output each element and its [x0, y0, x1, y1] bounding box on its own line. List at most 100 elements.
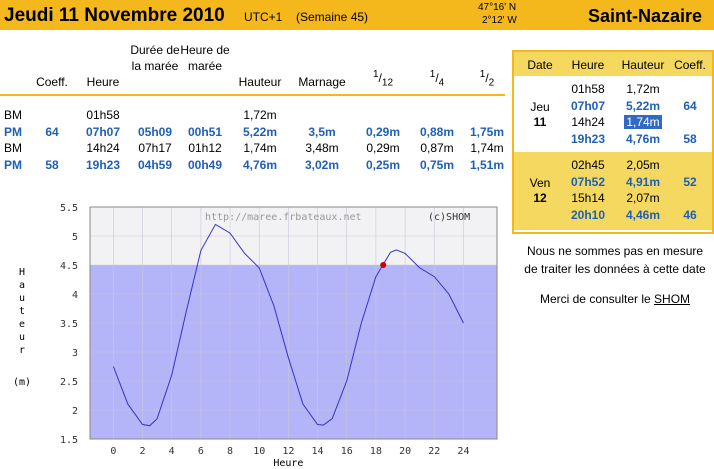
x-tick-label: 20 [399, 446, 411, 457]
x-tick-label: 24 [457, 446, 469, 457]
x-tick-label: 2 [140, 446, 146, 457]
x-axis-label: Heure [273, 458, 303, 469]
y-tick-label: 4.5 [60, 261, 78, 272]
side-heure: 01h58 [571, 82, 605, 96]
message: Nous ne sommes pas en mesure [526, 244, 704, 258]
cell-quart: 0,87m [420, 141, 454, 155]
plot-border [89, 206, 498, 440]
message-line: Merci de consulter le SHOM [516, 292, 714, 306]
cell-quart: 0,75m [419, 157, 455, 172]
tide-chart: 1.522.533.544.555.50 2 4 6 8 10 12 14 16 18 20 22 24… [13, 203, 498, 469]
cell-duree: 05h09 [137, 124, 173, 139]
tide-type: PM [4, 124, 22, 139]
now-marker [380, 262, 387, 268]
fraction-sep: / [378, 71, 382, 85]
cell-coeff: 58 [45, 157, 59, 172]
y-tick-label: 4 [72, 290, 78, 301]
column-header: Durée de la marée [130, 43, 180, 73]
y-unit: (m) [13, 377, 31, 388]
side-coeff: 52 [683, 174, 697, 189]
side-coeff: 46 [683, 207, 697, 222]
cell-duree: 04h59 [137, 157, 173, 172]
day: Ven [529, 176, 551, 190]
side-hauteur: 4,76m [625, 131, 661, 146]
column-header: Coeff. [36, 75, 68, 89]
cell-demi: 1,51m [469, 157, 505, 172]
cell-demi: 1,75m [469, 124, 505, 139]
y-tick-label: 1.5 [60, 435, 78, 446]
side-heure: 15h14 [571, 191, 605, 205]
side-heure: 07h07 [570, 98, 606, 113]
cell-marnage: 3,5m [308, 124, 336, 139]
column-header: Heure de marée [180, 43, 230, 73]
cell-hauteur: 1,74m [243, 141, 277, 155]
watermark: http://maree.frbateaux.net [205, 212, 362, 223]
cell-demi: 1,74m [470, 141, 504, 155]
side-heure: 19h23 [570, 131, 606, 146]
fraction-sep: / [485, 71, 489, 85]
credit: (c)SHOM [428, 212, 470, 223]
fraction-num: 1 [479, 69, 486, 80]
title: Jeudi 11 Novembre 2010 [4, 5, 225, 26]
side-header-bg [514, 52, 712, 76]
fraction-den: 2 [488, 77, 495, 89]
side-hauteur: 5,22m [625, 98, 661, 113]
y-tick-label: 3.5 [60, 319, 78, 330]
table-rule [0, 94, 505, 96]
cell-hauteur: 5,22m [242, 124, 278, 139]
x-tick-label: 16 [341, 446, 353, 457]
fraction-den: 12 [381, 77, 394, 89]
side-header: Coeff. [674, 58, 706, 72]
side-heure: 07h52 [570, 174, 606, 189]
side-header: Heure [571, 58, 605, 72]
x-tick-label: 22 [428, 446, 440, 457]
tide-type: BM [4, 141, 22, 155]
x-tick-label: 4 [169, 446, 175, 457]
fraction-num: 1 [372, 69, 379, 80]
date: 12 [533, 191, 547, 205]
place: Saint-Nazaire [588, 6, 703, 26]
header-fraction: 1/12 [353, 68, 413, 90]
side-coeff: 64 [683, 98, 697, 113]
y-tick-label: 5 [72, 232, 78, 243]
side-hauteur: 4,91m [625, 174, 661, 189]
message: de traiter les données à cette date [524, 262, 706, 276]
cell-quart: 0,88m [419, 124, 455, 139]
y-tick-label: 2.5 [60, 377, 78, 388]
cell-douzieme: 0,25m [365, 157, 401, 172]
week: (Semaine 45) [296, 10, 369, 24]
cell-marnage: 3,48m [305, 141, 339, 155]
x-tick-label: 10 [253, 446, 265, 457]
message: Merci de consulter le [539, 292, 651, 306]
cell-douzieme: 0,29m [366, 141, 400, 155]
header-fraction: 1/4 [407, 68, 467, 90]
x-tick-label: 8 [227, 446, 233, 457]
y-tick-label: 2 [72, 406, 78, 417]
day-bg [514, 152, 712, 230]
column-header: Marnage [298, 75, 346, 89]
column-header: Heure [86, 75, 120, 89]
side-heure: 14h24 [571, 115, 605, 129]
cell-coeff: 64 [45, 124, 59, 139]
shom-link[interactable]: SHOM [654, 292, 691, 306]
date: 11 [533, 115, 547, 129]
cell-heure-maree: 01h12 [188, 141, 222, 155]
side-hauteur: 1,72m [626, 82, 660, 96]
cell-marnage: 3,02m [304, 157, 340, 172]
fraction-sep: / [435, 71, 439, 85]
side-header: Date [527, 58, 553, 72]
cell-douzieme: 0,29m [365, 124, 401, 139]
longitude: 2°12' W [482, 15, 517, 26]
side-coeff: 58 [683, 131, 697, 146]
tide-type: BM [4, 108, 22, 122]
x-tick-label: 6 [198, 446, 204, 457]
fraction-num: 1 [429, 69, 436, 80]
side-header: Hauteur [621, 58, 665, 72]
cell-heure-maree: 00h49 [187, 157, 223, 172]
latitude: 47°16' N [478, 2, 517, 13]
day: Jeu [530, 100, 550, 114]
cell-heure-maree: 00h51 [187, 124, 223, 139]
header-fraction: 1/2 [457, 68, 517, 90]
